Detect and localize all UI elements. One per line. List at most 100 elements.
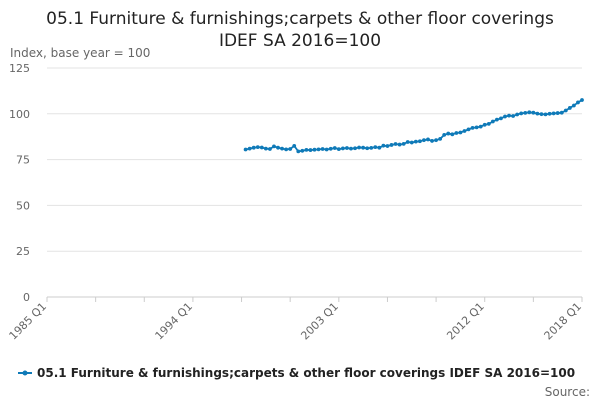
y-tick-label: 50 — [16, 199, 30, 212]
x-tick-label: 2003 Q1 — [298, 300, 341, 343]
data-point — [515, 112, 520, 117]
data-point — [401, 141, 406, 146]
data-point — [353, 146, 357, 151]
data-point — [519, 111, 524, 116]
y-axis-ticks: 0 25 50 75 100 125 — [9, 62, 30, 304]
data-point — [247, 146, 252, 151]
data-point — [268, 147, 272, 151]
data-point — [389, 143, 394, 147]
data-point — [535, 111, 540, 116]
data-point — [361, 145, 366, 150]
data-point — [276, 145, 280, 150]
data-point — [345, 146, 349, 150]
legend-label: 05.1 Furniture & furnishings;carpets & o… — [37, 366, 575, 380]
y-tick-label: 0 — [23, 291, 30, 304]
data-point — [494, 117, 499, 122]
data-point — [499, 116, 503, 121]
data-point — [527, 110, 532, 115]
data-point — [251, 145, 256, 150]
data-point — [259, 145, 264, 150]
data-point — [288, 147, 293, 151]
data-point — [332, 146, 337, 150]
data-point — [349, 146, 353, 151]
data-point — [405, 140, 410, 144]
data-point — [466, 127, 471, 132]
data-point — [393, 142, 398, 146]
data-point — [336, 147, 341, 152]
y-tick-label: 25 — [16, 245, 30, 258]
series-line — [245, 99, 583, 153]
data-point — [357, 145, 361, 150]
data-point — [308, 148, 313, 152]
x-axis: 1985 Q1 1994 Q1 2003 Q1 2012 Q1 2018 Q1 — [7, 297, 585, 343]
data-point — [430, 139, 434, 143]
data-point — [300, 148, 305, 153]
data-point — [474, 125, 479, 130]
data-point — [450, 132, 455, 137]
data-point — [539, 112, 544, 117]
data-point — [555, 111, 560, 115]
data-point — [531, 110, 536, 115]
gridlines — [47, 67, 582, 298]
source-label: Source: — [545, 385, 590, 399]
data-point — [442, 132, 447, 137]
data-point — [340, 146, 345, 151]
data-point — [422, 138, 426, 143]
data-point — [243, 147, 248, 152]
x-tick-label: 1985 Q1 — [7, 300, 50, 343]
data-point — [280, 146, 284, 151]
data-point — [417, 139, 422, 144]
data-point — [490, 119, 495, 124]
data-point — [316, 147, 321, 152]
data-point — [284, 147, 289, 152]
data-point — [434, 138, 438, 143]
data-point — [324, 147, 329, 152]
data-point — [397, 142, 402, 147]
legend-marker-icon — [22, 370, 28, 376]
data-point — [547, 111, 552, 116]
data-point — [462, 129, 467, 133]
data-point — [426, 137, 430, 142]
data-point — [567, 106, 572, 110]
data-point — [580, 98, 584, 102]
data-point — [507, 113, 511, 118]
data-point — [523, 110, 528, 115]
legend[interactable]: 05.1 Furniture & furnishings;carpets & o… — [18, 366, 575, 380]
chart-title-line-1: 05.1 Furniture & furnishings;carpets & o… — [46, 9, 554, 29]
data-point — [312, 147, 317, 152]
y-tick-label: 100 — [9, 108, 30, 121]
series-layer — [243, 98, 584, 154]
data-point — [576, 100, 580, 105]
data-point — [296, 149, 301, 154]
data-point — [377, 145, 382, 150]
data-point — [563, 108, 568, 113]
data-point — [304, 147, 309, 152]
data-point — [478, 124, 483, 129]
x-tick-label: 1994 Q1 — [152, 300, 195, 343]
data-point — [470, 126, 475, 130]
data-point — [255, 145, 260, 150]
data-point — [272, 144, 276, 149]
data-point — [458, 130, 463, 135]
data-point — [320, 147, 325, 151]
x-tick-label: 2018 Q1 — [542, 300, 585, 343]
data-point — [511, 114, 515, 118]
data-point — [454, 131, 459, 135]
data-point — [328, 146, 333, 151]
data-point — [446, 131, 451, 136]
data-point — [385, 144, 390, 148]
y-tick-label: 75 — [16, 154, 30, 167]
data-point — [543, 112, 548, 117]
data-point — [381, 143, 386, 148]
data-point — [369, 145, 374, 150]
data-point — [413, 139, 418, 144]
data-point — [482, 122, 487, 127]
data-point — [292, 143, 297, 148]
y-axis-label: Index, base year = 100 — [10, 46, 150, 60]
data-point — [571, 103, 576, 108]
data-point — [486, 121, 491, 126]
data-point — [551, 111, 556, 116]
data-point — [438, 136, 443, 141]
data-point — [263, 146, 268, 151]
